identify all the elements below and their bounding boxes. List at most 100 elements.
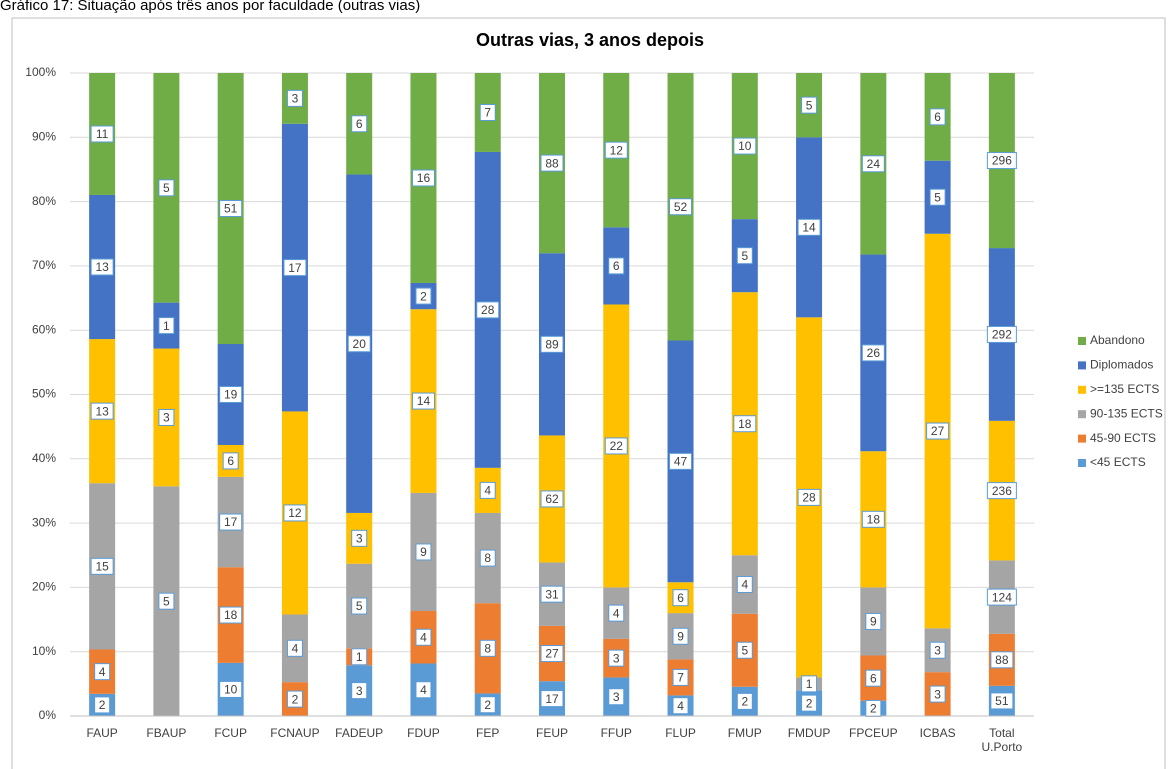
data-label: 3 [613, 690, 620, 704]
x-tick-label-box: FMUP [728, 726, 762, 740]
data-label-box [158, 408, 175, 426]
x-tick-label: FEUP [535, 726, 568, 740]
data-label: 4 [99, 665, 106, 679]
data-label-box [540, 645, 564, 663]
x-tick-label: FADEUP [335, 726, 384, 740]
data-label-box [986, 152, 1017, 170]
data-label: 4 [484, 484, 491, 498]
x-tick-label: FPCEUP [848, 726, 898, 740]
data-label-box [929, 188, 946, 206]
data-label: 9 [870, 615, 877, 629]
x-tick-label-box: FADEUP [335, 726, 384, 740]
data-label: 9 [420, 545, 427, 559]
x-tick-label-box: FCUP [214, 726, 247, 740]
data-label: 12 [610, 143, 624, 157]
data-label-box [540, 585, 564, 603]
data-label-box [219, 606, 243, 624]
data-label-box [672, 668, 689, 686]
x-tick-label: FBAUP [146, 726, 187, 740]
data-label-box [669, 452, 693, 470]
data-label: 24 [867, 157, 881, 171]
data-label-box [219, 386, 243, 403]
y-tick-label: 90% [32, 129, 56, 143]
x-tick-label-box: FFUP [601, 726, 632, 740]
data-label: 3 [934, 687, 941, 701]
data-label: 10 [738, 139, 752, 153]
legend-label: 90-135 ECTS [1090, 406, 1163, 420]
legend-swatch [1078, 434, 1086, 443]
data-label-box [604, 437, 628, 455]
y-tick-label: 0% [39, 708, 57, 722]
data-label: 2 [99, 698, 106, 712]
data-label-box [797, 488, 821, 506]
data-label-box [801, 96, 818, 114]
x-tick-label: FDUP [407, 726, 440, 740]
data-label-box [286, 639, 303, 657]
data-label-box [90, 402, 114, 420]
data-label-box [736, 692, 753, 710]
x-tick-label-box: FMDUP [788, 726, 831, 740]
y-tick-label: 30% [32, 515, 56, 529]
data-label-box [929, 108, 946, 126]
legend-swatch [1078, 410, 1086, 419]
x-tick-label-box: FAUP [86, 726, 117, 740]
data-label-box [865, 612, 882, 630]
legend-label: 45-90 ECTS [1090, 431, 1156, 445]
data-label-box [608, 257, 625, 275]
data-label-box [672, 697, 689, 715]
data-label-box [929, 641, 946, 659]
data-label-box [415, 287, 432, 305]
data-label: 124 [992, 590, 1012, 604]
data-label-box [286, 89, 303, 107]
data-label-box [479, 549, 496, 567]
data-label-box [219, 513, 243, 531]
data-label: 1 [163, 319, 170, 333]
x-tick-label-box: FEP [476, 726, 499, 740]
data-label-box [861, 155, 885, 173]
data-label: 296 [992, 154, 1012, 168]
data-label-box [415, 681, 432, 699]
legend-swatch [1078, 385, 1086, 394]
chart-title: Outras vias, 3 anos depois [476, 30, 704, 50]
data-label: 27 [545, 647, 559, 661]
data-label: 6 [356, 117, 363, 131]
x-tick-label-box: FLUP [665, 726, 696, 740]
data-label-box [411, 392, 435, 410]
data-label: 6 [677, 591, 684, 605]
data-label-box [797, 218, 821, 236]
data-label-box [986, 588, 1017, 606]
data-label-box [479, 696, 496, 714]
x-tick-label-box: FEUP [535, 726, 568, 740]
data-label: 14 [802, 220, 816, 234]
x-tick-label: FCNAUP [270, 726, 320, 740]
data-label: 22 [610, 439, 624, 453]
data-label-box [222, 452, 239, 470]
legend-swatch [1078, 361, 1086, 370]
data-label: 88 [995, 653, 1009, 667]
data-label: 5 [806, 98, 813, 112]
data-label: 18 [224, 608, 238, 622]
data-label: 3 [934, 643, 941, 657]
data-label-box [608, 649, 625, 667]
data-label-box [158, 317, 175, 335]
data-label: 88 [545, 156, 559, 170]
data-label: 4 [741, 578, 748, 592]
x-tick-label-box: Total U.Porto [982, 726, 1023, 754]
data-label-box [990, 651, 1014, 669]
data-label: 2 [292, 692, 299, 706]
y-tick-label: 50% [32, 387, 56, 401]
data-label: 31 [545, 587, 559, 601]
data-label: 5 [163, 594, 170, 608]
data-label: 52 [674, 200, 688, 214]
data-label-box [479, 639, 496, 657]
data-label: 2 [806, 696, 813, 710]
x-tick-label-box: FBAUP [146, 726, 187, 740]
x-tick-label: ICBAS [919, 726, 956, 740]
data-label-box [90, 125, 114, 143]
data-label: 7 [677, 671, 684, 685]
data-label: 17 [288, 261, 302, 275]
data-label-box [219, 680, 243, 698]
data-label: 8 [484, 551, 491, 565]
data-label-box [351, 682, 368, 700]
